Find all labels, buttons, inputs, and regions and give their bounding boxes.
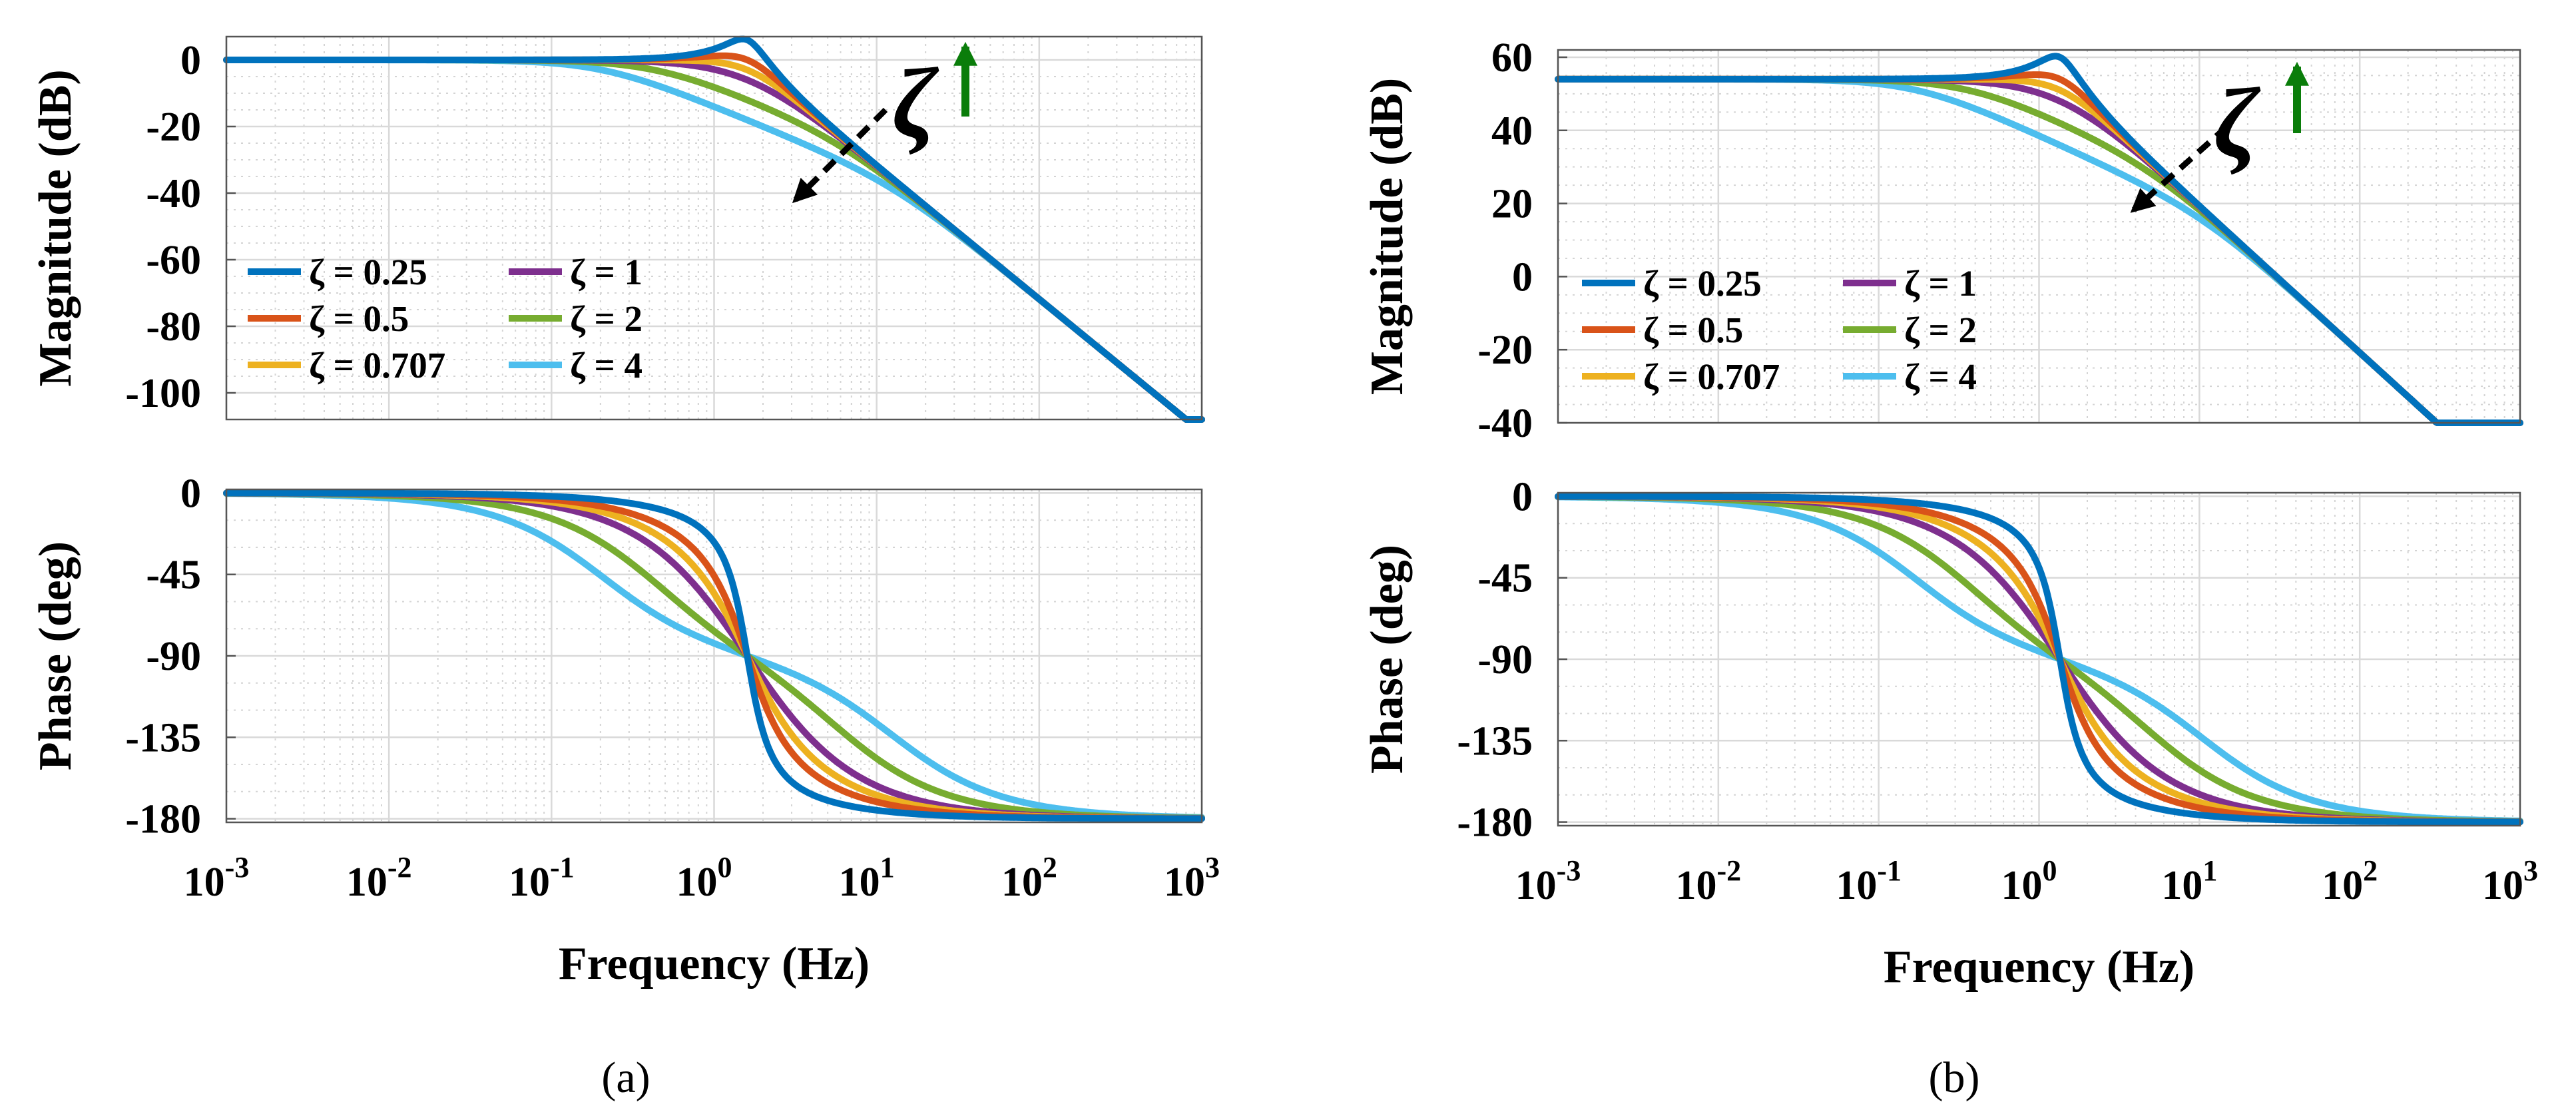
y-tick-label: -135 (1457, 718, 1533, 764)
y-tick-label: -20 (146, 105, 201, 150)
series-curve-zeta-0_25 (1555, 493, 2523, 826)
y-axis-label: Phase (deg) (1362, 545, 1413, 774)
phase-axes-frame (1557, 491, 2521, 827)
legend: ζ = 0.25 ζ = 0.5 ζ = 0.707 ζ = 1 ζ = 2 ζ = 4 (248, 252, 643, 386)
series-curve-zeta-0_25 (223, 35, 1205, 423)
y-axis-label: Phase (deg) (30, 541, 81, 770)
x-tick-label: 103 (1164, 851, 1220, 905)
y-tick-label: 60 (1491, 35, 1533, 81)
x-tick-label: 102 (1001, 851, 1057, 905)
bode-panel-a: 0 -20 -40 -60 -80 -100 Magnitude (dB) 0 -45 -90 -1… (30, 35, 1220, 1102)
x-tick-label: 10-1 (1836, 854, 1902, 908)
y-tick-label: 0 (1512, 474, 1533, 519)
legend-label: ζ = 0.5 (1643, 310, 1743, 350)
zeta-symbol: ζ (2214, 68, 2261, 178)
x-tick-label: 102 (2322, 854, 2378, 908)
y-tick-label: 40 (1491, 109, 1533, 154)
y-tick-label: -45 (1477, 556, 1533, 601)
y-axis-label: Magnitude (dB) (1362, 78, 1413, 395)
legend-label: ζ = 2 (1904, 310, 1977, 350)
phase-curves (1555, 493, 2523, 826)
y-tick-label: -180 (125, 797, 201, 842)
x-tick-label: 10-3 (1515, 854, 1581, 908)
x-axis-label: Frequency (Hz) (559, 938, 870, 989)
x-tick-label: 100 (2001, 854, 2057, 908)
y-tick-label: -45 (146, 553, 201, 598)
legend-label: ζ = 1 (570, 252, 643, 292)
zeta-annotation: ζ (2130, 61, 2309, 213)
legend-label: ζ = 4 (1904, 356, 1977, 397)
legend-label: ζ = 0.707 (1643, 356, 1780, 397)
phase-curves (223, 489, 1205, 822)
panel-label: (a) (601, 1053, 650, 1102)
y-tick-label: -20 (1477, 328, 1533, 373)
y-tick-label: -135 (125, 715, 201, 760)
magnitude-curves (1555, 53, 2523, 426)
damping-arrow-dashed (792, 107, 888, 204)
legend: ζ = 0.25 ζ = 0.5 ζ = 0.707 ζ = 1 ζ = 2 ζ = 4 (1582, 263, 1977, 397)
y-tick-label: -180 (1457, 800, 1533, 846)
phase-subplot: 0 -45 -90 -135 -180 Phase (deg) (1362, 474, 2523, 846)
series-curve-zeta-0_25 (223, 489, 1205, 822)
y-tick-label: -60 (146, 238, 201, 283)
bode-panel-b: 60 40 20 0 -20 -40 Magnitude (dB) 0 -45 -90 -135 -1… (1362, 35, 2538, 1102)
x-tick-label: 101 (2161, 854, 2217, 908)
zeta-annotation: ζ (792, 41, 977, 204)
x-tick-label: 101 (839, 851, 895, 905)
y-tick-label: -90 (146, 634, 201, 679)
legend-label: ζ = 1 (1904, 263, 1977, 304)
y-tick-label: 20 (1491, 182, 1533, 227)
x-tick-label: 10-1 (509, 851, 575, 905)
y-tick-label: -90 (1477, 637, 1533, 683)
magnitude-axes-frame (225, 35, 1203, 421)
legend-label: ζ = 0.707 (309, 345, 445, 386)
legend-label: ζ = 0.5 (309, 298, 409, 339)
magnitude-subplot: 60 40 20 0 -20 -40 Magnitude (dB) (1362, 35, 2523, 446)
zeta-symbol: ζ (892, 48, 939, 158)
y-tick-label: -40 (1477, 401, 1533, 446)
x-tick-label: 10-2 (346, 851, 412, 905)
y-tick-label: -40 (146, 171, 201, 216)
legend-label: ζ = 0.25 (1643, 263, 1762, 304)
y-tick-label: 0 (180, 38, 201, 83)
legend-label: ζ = 4 (570, 345, 643, 386)
x-tick-label: 10-3 (184, 851, 250, 905)
magnitude-axes-frame (1557, 49, 2521, 424)
legend-label: ζ = 2 (570, 298, 643, 339)
magnitude-curves (223, 35, 1205, 423)
phase-subplot: 0 -45 -90 -135 -180 Phase (deg) (30, 471, 1205, 842)
x-axis-label: Frequency (Hz) (1884, 942, 2194, 993)
magnitude-subplot: 0 -20 -40 -60 -80 -100 Magnitude (dB) (30, 35, 1205, 423)
legend-label: ζ = 0.25 (309, 252, 427, 292)
y-tick-label: -100 (125, 371, 201, 416)
y-tick-label: 0 (1512, 254, 1533, 300)
panel-label: (b) (1929, 1053, 1980, 1102)
y-tick-label: 0 (180, 471, 201, 516)
x-tick-label: 103 (2482, 854, 2538, 908)
damping-arrow-dashed (2130, 124, 2229, 213)
y-tick-label: -80 (146, 304, 201, 350)
x-tick-label: 100 (676, 851, 732, 905)
y-axis-label: Magnitude (dB) (30, 69, 81, 386)
phase-axes-frame (225, 488, 1203, 824)
series-curve-zeta-0_25 (1555, 53, 2523, 426)
x-tick-label: 10-2 (1676, 854, 1742, 908)
